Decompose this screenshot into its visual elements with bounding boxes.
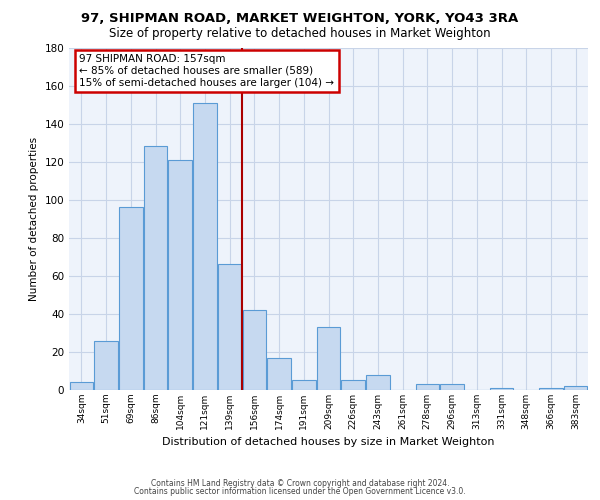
Text: Contains public sector information licensed under the Open Government Licence v3: Contains public sector information licen… (134, 487, 466, 496)
Text: Contains HM Land Registry data © Crown copyright and database right 2024.: Contains HM Land Registry data © Crown c… (151, 478, 449, 488)
Bar (144, 146, 167, 390)
Bar (440, 384, 464, 390)
Bar (242, 310, 266, 390)
Text: Size of property relative to detached houses in Market Weighton: Size of property relative to detached ho… (109, 28, 491, 40)
Y-axis label: Number of detached properties: Number of detached properties (29, 136, 39, 301)
Bar (539, 388, 563, 390)
Bar (564, 386, 587, 390)
Bar (416, 384, 439, 390)
Bar (70, 382, 93, 390)
Bar (169, 160, 192, 390)
Bar (317, 327, 340, 390)
Bar (94, 340, 118, 390)
X-axis label: Distribution of detached houses by size in Market Weighton: Distribution of detached houses by size … (162, 438, 495, 448)
Bar (292, 380, 316, 390)
Bar (218, 264, 241, 390)
Bar (119, 208, 143, 390)
Bar (490, 388, 513, 390)
Text: 97 SHIPMAN ROAD: 157sqm
← 85% of detached houses are smaller (589)
15% of semi-d: 97 SHIPMAN ROAD: 157sqm ← 85% of detache… (79, 54, 334, 88)
Bar (366, 375, 389, 390)
Bar (193, 102, 217, 390)
Text: 97, SHIPMAN ROAD, MARKET WEIGHTON, YORK, YO43 3RA: 97, SHIPMAN ROAD, MARKET WEIGHTON, YORK,… (82, 12, 518, 26)
Bar (341, 380, 365, 390)
Bar (268, 358, 291, 390)
